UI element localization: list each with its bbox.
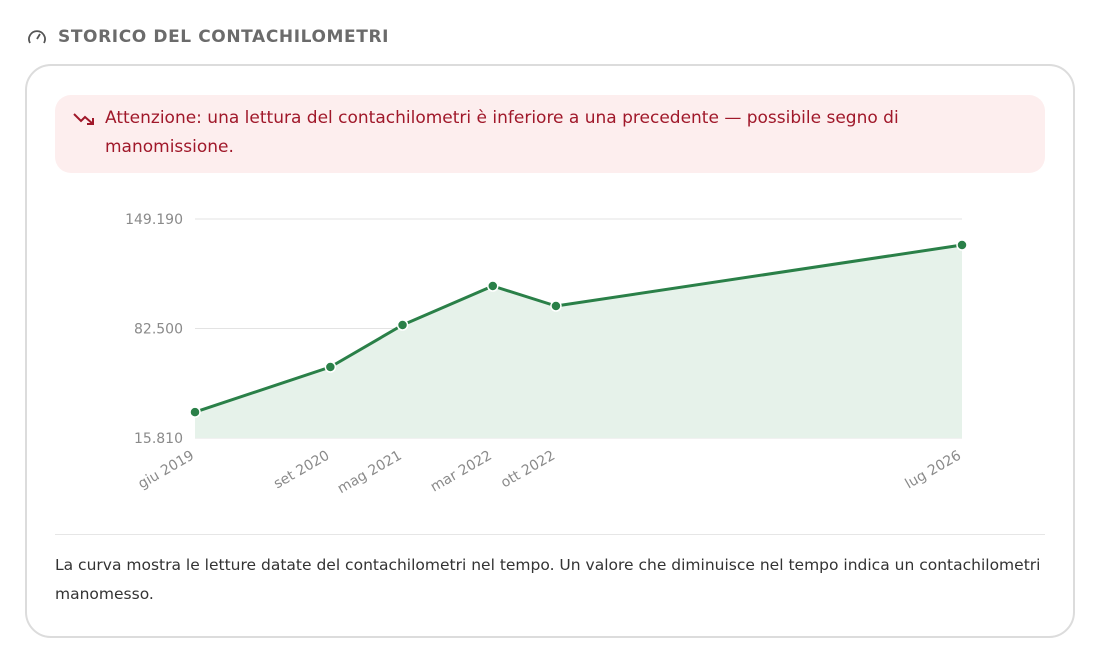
point (324, 361, 337, 373)
x-tick-label: lug 2026 (903, 448, 965, 493)
x-tick-label: mar 2022 (428, 448, 495, 496)
area (195, 245, 962, 438)
footer-text: La curva mostra le letture datate del co… (55, 556, 1041, 603)
y-tick-label: 82.500 (134, 322, 183, 338)
x-tick-label: set 2020 (271, 448, 332, 493)
divider (55, 534, 1045, 535)
x-tick-label: mag 2021 (335, 448, 405, 497)
warning-box: Attenzione: una lettura del contachilome… (55, 95, 1045, 173)
x-tick-label: ott 2022 (498, 448, 558, 492)
point (956, 239, 968, 251)
point (189, 406, 201, 418)
gauge-icon (28, 30, 46, 44)
section-title: STORICO DEL CONTACHILOMETRI (58, 27, 390, 47)
point (487, 280, 499, 292)
chart: 15.810 82.500 149.190 giu 2019 set 2020 mag 2… (125, 212, 968, 497)
x-tick-label: giu 2019 (136, 448, 197, 493)
card (25, 64, 1075, 638)
trend-down-icon (73, 113, 94, 125)
y-tick-label: 15.810 (134, 431, 183, 447)
point (396, 319, 409, 331)
line (194, 243, 963, 414)
warning-text: Attenzione: una lettura del contachilome… (105, 108, 899, 157)
section-header: STORICO DEL CONTACHILOMETRI (26, 26, 389, 48)
point (550, 300, 562, 312)
y-tick-label: 149.190 (125, 212, 183, 228)
